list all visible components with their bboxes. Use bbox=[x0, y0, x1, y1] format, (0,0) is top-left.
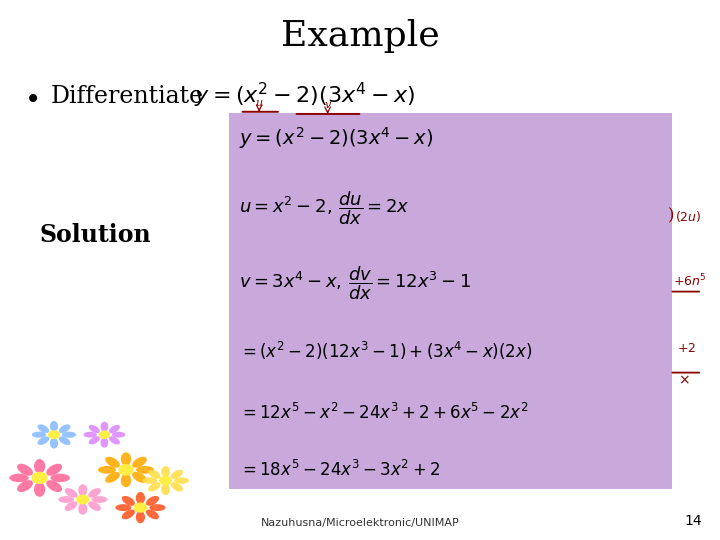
Text: $(2u)$: $(2u)$ bbox=[675, 208, 702, 224]
Ellipse shape bbox=[109, 436, 120, 444]
Ellipse shape bbox=[62, 431, 76, 438]
Text: Differentiate: Differentiate bbox=[50, 85, 204, 108]
Ellipse shape bbox=[84, 432, 97, 437]
Circle shape bbox=[159, 476, 172, 485]
Circle shape bbox=[118, 464, 134, 476]
Ellipse shape bbox=[65, 501, 78, 511]
Text: $y = (x^2-2)(3x^4-x)$: $y = (x^2-2)(3x^4-x)$ bbox=[194, 81, 415, 110]
Ellipse shape bbox=[109, 425, 120, 433]
Ellipse shape bbox=[46, 480, 62, 492]
Text: $= 12x^5-x^2-24x^3+2+6x^5-2x^2$: $= 12x^5-x^2-24x^3+2+6x^5-2x^2$ bbox=[239, 403, 528, 423]
FancyBboxPatch shape bbox=[229, 113, 672, 489]
Circle shape bbox=[76, 495, 89, 504]
Ellipse shape bbox=[46, 464, 62, 476]
Ellipse shape bbox=[136, 511, 145, 523]
Ellipse shape bbox=[149, 504, 166, 511]
Ellipse shape bbox=[50, 438, 58, 449]
Ellipse shape bbox=[122, 509, 135, 519]
Ellipse shape bbox=[171, 482, 183, 491]
Ellipse shape bbox=[148, 482, 161, 491]
Ellipse shape bbox=[121, 453, 131, 466]
Text: 14: 14 bbox=[685, 514, 702, 528]
Ellipse shape bbox=[91, 496, 107, 503]
Text: $= 18x^5-24x^3-3x^2+2$: $= 18x^5-24x^3-3x^2+2$ bbox=[239, 460, 440, 480]
Ellipse shape bbox=[88, 501, 101, 511]
Ellipse shape bbox=[88, 488, 101, 498]
Ellipse shape bbox=[105, 457, 120, 468]
Text: Solution: Solution bbox=[40, 223, 151, 247]
Ellipse shape bbox=[50, 474, 70, 482]
Ellipse shape bbox=[89, 436, 100, 444]
Ellipse shape bbox=[174, 477, 189, 484]
Text: ): ) bbox=[668, 207, 675, 225]
Ellipse shape bbox=[59, 424, 71, 433]
Circle shape bbox=[48, 430, 60, 439]
Ellipse shape bbox=[65, 488, 78, 498]
Ellipse shape bbox=[143, 477, 157, 484]
Ellipse shape bbox=[132, 472, 147, 483]
Ellipse shape bbox=[121, 474, 131, 487]
Circle shape bbox=[99, 430, 110, 439]
Text: $u = x^2-2,\,\dfrac{du}{dx} = 2x$: $u = x^2-2,\,\dfrac{du}{dx} = 2x$ bbox=[239, 189, 410, 227]
Ellipse shape bbox=[115, 504, 132, 511]
Circle shape bbox=[134, 503, 147, 512]
Ellipse shape bbox=[50, 421, 58, 431]
Ellipse shape bbox=[112, 432, 125, 437]
Ellipse shape bbox=[136, 492, 145, 504]
Circle shape bbox=[32, 472, 48, 484]
Ellipse shape bbox=[146, 496, 159, 506]
Ellipse shape bbox=[89, 425, 100, 433]
Ellipse shape bbox=[58, 496, 74, 503]
Text: $y = (x^2-2)(3x^4-x)$: $y = (x^2-2)(3x^4-x)$ bbox=[239, 125, 433, 151]
Ellipse shape bbox=[34, 482, 45, 497]
Ellipse shape bbox=[78, 503, 87, 515]
Ellipse shape bbox=[122, 496, 135, 506]
Ellipse shape bbox=[32, 431, 46, 438]
Text: $v = 3x^4-x,\,\dfrac{dv}{dx} = 12x^3-1$: $v = 3x^4-x,\,\dfrac{dv}{dx} = 12x^3-1$ bbox=[239, 265, 472, 302]
Ellipse shape bbox=[59, 436, 71, 445]
Ellipse shape bbox=[146, 509, 159, 519]
Ellipse shape bbox=[101, 437, 108, 448]
Text: $\times$: $\times$ bbox=[678, 374, 690, 388]
Ellipse shape bbox=[17, 480, 33, 492]
Ellipse shape bbox=[98, 466, 116, 474]
Ellipse shape bbox=[171, 470, 183, 479]
Text: •: • bbox=[25, 86, 42, 114]
Ellipse shape bbox=[37, 424, 49, 433]
Ellipse shape bbox=[17, 464, 33, 476]
Text: $+2$: $+2$ bbox=[677, 342, 696, 355]
Ellipse shape bbox=[34, 459, 45, 474]
Ellipse shape bbox=[9, 474, 29, 482]
Ellipse shape bbox=[148, 470, 161, 479]
Ellipse shape bbox=[78, 484, 87, 496]
Text: Example: Example bbox=[281, 19, 439, 53]
Text: $= (x^2-2)(12x^3-1)+(3x^4-x)(2x)$: $= (x^2-2)(12x^3-1)+(3x^4-x)(2x)$ bbox=[239, 340, 532, 362]
Ellipse shape bbox=[136, 466, 154, 474]
Ellipse shape bbox=[161, 484, 170, 495]
Text: u: u bbox=[256, 98, 263, 108]
Text: Nazuhusna/Microelektronic/UNIMAP: Nazuhusna/Microelektronic/UNIMAP bbox=[261, 518, 459, 528]
Ellipse shape bbox=[132, 457, 147, 468]
Ellipse shape bbox=[105, 472, 120, 483]
Text: v: v bbox=[325, 100, 330, 110]
Ellipse shape bbox=[161, 466, 170, 477]
Ellipse shape bbox=[101, 422, 108, 432]
Text: $+6n^5$: $+6n^5$ bbox=[673, 273, 707, 289]
Ellipse shape bbox=[37, 436, 49, 445]
